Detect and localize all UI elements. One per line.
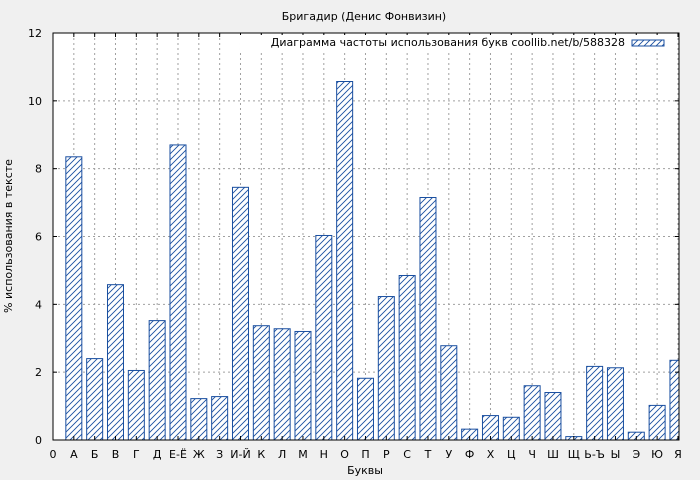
x-tick-label: Э	[632, 448, 640, 461]
x-tick-label: Ь-Ъ	[584, 448, 605, 461]
x-tick-label: Д	[153, 448, 162, 461]
x-tick-label: Б	[91, 448, 99, 461]
x-tick-label: Ж	[193, 448, 205, 461]
bar-14	[336, 81, 354, 441]
x-tick-label: М	[298, 448, 308, 461]
x-axis-title: Буквы	[347, 464, 383, 477]
x-tick-label: Н	[320, 448, 328, 461]
bar-7	[190, 398, 208, 441]
x-tick-label: Х	[487, 448, 495, 461]
x-tick-label: В	[112, 448, 120, 461]
bar-8	[211, 396, 229, 441]
legend-swatch	[631, 39, 665, 47]
x-tick-label: Я	[674, 448, 682, 461]
x-tick-label: А	[70, 448, 78, 461]
bars	[65, 81, 680, 441]
bar-6	[169, 144, 187, 441]
grid-lines	[53, 33, 679, 440]
bar-24	[544, 392, 562, 441]
bar-11	[273, 328, 291, 441]
bar-12	[294, 330, 312, 441]
bar-26	[586, 365, 604, 441]
x-tick-label: П	[361, 448, 369, 461]
x-tick-label: С	[403, 448, 411, 461]
x-tick-label: У	[445, 448, 452, 461]
bar-3	[106, 284, 124, 441]
bar-19	[440, 345, 458, 441]
x-tick-label: Ш	[547, 448, 559, 461]
x-tick-label: 0	[50, 448, 57, 461]
y-tick-label: 10	[28, 95, 42, 108]
bar-2	[86, 358, 104, 441]
bar-10	[252, 325, 270, 441]
x-tick-label: Л	[278, 448, 286, 461]
x-tick-label: Ф	[465, 448, 474, 461]
y-tick-label: 12	[28, 27, 42, 40]
x-tick-label: Ю	[651, 448, 663, 461]
x-tick-label: Ы	[611, 448, 621, 461]
x-tick-label: Ч	[528, 448, 536, 461]
x-tick-label: К	[257, 448, 265, 461]
x-tick-label: Г	[133, 448, 140, 461]
y-axis-title: % использования в тексте	[2, 159, 15, 313]
y-tick-label: 4	[35, 298, 42, 311]
x-tick-label: Ц	[507, 448, 516, 461]
y-tick-label: 0	[35, 434, 42, 447]
x-tick-label: Е-Ё	[169, 448, 187, 461]
x-tick-label: И-Й	[230, 448, 250, 461]
bar-17	[398, 275, 416, 441]
y-tick-label: 2	[35, 366, 42, 379]
bar-13	[315, 234, 333, 441]
legend: Диаграмма частоты использования букв coo…	[240, 35, 676, 51]
x-tick-label: Р	[383, 448, 390, 461]
y-tick-label: 8	[35, 163, 42, 176]
legend-background	[240, 35, 676, 51]
chart-title: Бригадир (Денис Фонвизин)	[282, 10, 446, 23]
x-tick-label: О	[340, 448, 349, 461]
bar-5	[148, 320, 166, 441]
legend-label: Диаграмма частоты использования букв coo…	[271, 36, 625, 49]
x-tick-label: Т	[424, 448, 432, 461]
bar-23	[523, 385, 541, 441]
bar-18	[419, 196, 437, 441]
x-tick-label: Щ	[568, 448, 580, 461]
bar-16	[377, 296, 395, 441]
bar-27	[606, 367, 624, 441]
bar-15	[356, 377, 374, 441]
bar-1	[65, 156, 83, 441]
y-tick-label: 6	[35, 231, 42, 244]
bar-4	[127, 369, 145, 441]
bar-29	[648, 404, 666, 441]
x-tick-label: З	[216, 448, 223, 461]
bar-9	[231, 186, 249, 441]
